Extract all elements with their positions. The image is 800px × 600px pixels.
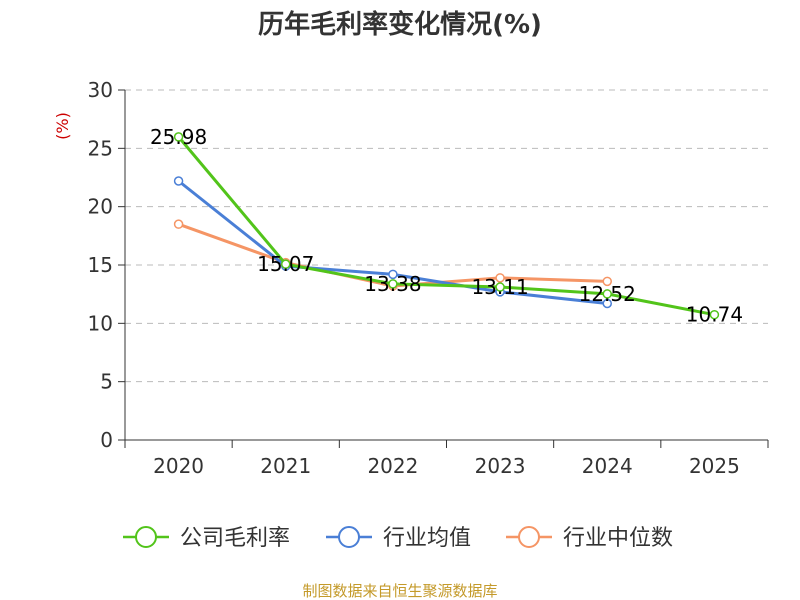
legend-marker (135, 526, 157, 548)
data-label: 13.11 (471, 275, 528, 299)
x-tick-label: 2022 (367, 454, 418, 478)
x-tick-label: 2023 (475, 454, 526, 478)
data-point (602, 298, 612, 309)
legend-label: 公司毛利率 (180, 526, 290, 551)
legend-item: 公司毛利率 (123, 526, 290, 551)
data-label: 15.07 (257, 252, 314, 276)
data-point (388, 269, 398, 280)
y-tick-label: 15 (88, 253, 113, 277)
y-axis-label: (%) (53, 112, 72, 140)
legend-item: 行业中位数 (506, 526, 673, 551)
legend-label: 行业均值 (383, 526, 471, 551)
data-labels: 25.98 15.07 13.38 13.11 12.52 10.74 (150, 125, 743, 327)
series-line-0 (177, 135, 715, 317)
data-point (495, 282, 505, 292)
data-point (709, 309, 720, 320)
data-point (173, 219, 184, 229)
data-point (602, 289, 612, 299)
series-group (173, 132, 720, 320)
source-note: 制图数据来自恒生聚源数据库 (302, 582, 497, 600)
x-tick-label: 2021 (260, 454, 311, 478)
chart-title: 历年毛利率变化情况(%) (258, 9, 542, 40)
data-point (281, 259, 291, 269)
x-tick-label: 2024 (582, 454, 633, 478)
y-tick-label: 10 (88, 311, 113, 335)
data-point (388, 279, 398, 289)
data-label: 13.38 (364, 272, 421, 296)
data-label: 10.74 (686, 303, 743, 327)
legend-marker (338, 526, 360, 548)
y-tick-label: 30 (88, 78, 113, 102)
data-point (495, 273, 505, 283)
y-tick-label: 0 (100, 428, 113, 452)
legend-label: 行业中位数 (563, 526, 673, 551)
x-tick-label: 2020 (153, 454, 204, 478)
legend-item: 行业均值 (326, 526, 471, 551)
x-tick-label: 2025 (689, 454, 740, 478)
grid-lines (125, 89, 768, 383)
y-tick-label: 20 (88, 195, 113, 219)
y-tick-label: 25 (88, 136, 113, 160)
data-point (602, 276, 612, 287)
y-tick-label: 5 (100, 370, 113, 394)
data-label: 25.98 (150, 125, 207, 149)
data-label: 12.52 (579, 282, 636, 306)
data-point (173, 132, 184, 142)
data-point (173, 176, 184, 186)
legend: 公司毛利率 行业均值 行业中位数 (123, 526, 673, 551)
legend-marker (518, 526, 540, 548)
